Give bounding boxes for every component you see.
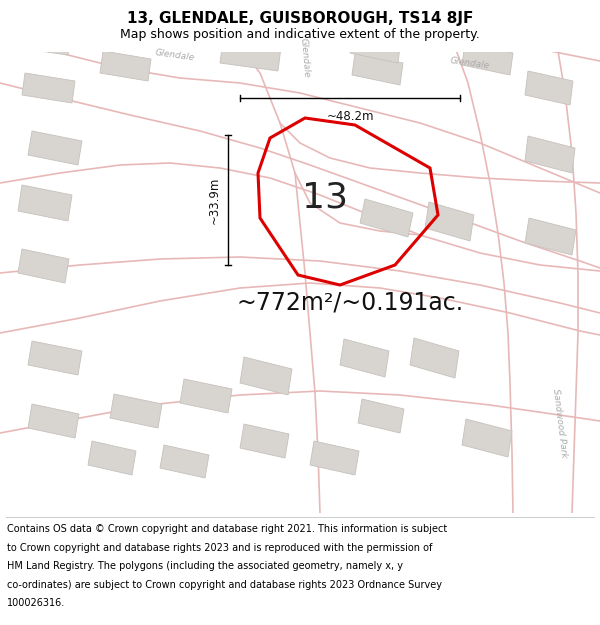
Polygon shape bbox=[28, 341, 82, 375]
Polygon shape bbox=[160, 445, 209, 478]
Text: ~772m²/~0.191ac.: ~772m²/~0.191ac. bbox=[236, 291, 464, 315]
Polygon shape bbox=[350, 29, 401, 63]
Polygon shape bbox=[525, 136, 575, 173]
Polygon shape bbox=[28, 404, 79, 438]
Polygon shape bbox=[28, 131, 82, 165]
Text: 100026316.: 100026316. bbox=[7, 598, 65, 608]
Polygon shape bbox=[18, 185, 72, 221]
Polygon shape bbox=[100, 51, 151, 81]
Text: Sandwood Park: Sandwood Park bbox=[551, 388, 569, 458]
Text: ~33.9m: ~33.9m bbox=[208, 176, 221, 224]
Polygon shape bbox=[18, 28, 71, 55]
Text: 13: 13 bbox=[302, 181, 348, 215]
Polygon shape bbox=[18, 249, 69, 283]
Polygon shape bbox=[240, 357, 292, 395]
Text: co-ordinates) are subject to Crown copyright and database rights 2023 Ordnance S: co-ordinates) are subject to Crown copyr… bbox=[7, 579, 442, 589]
Polygon shape bbox=[462, 43, 513, 75]
Polygon shape bbox=[310, 441, 359, 475]
Polygon shape bbox=[525, 71, 573, 105]
Polygon shape bbox=[410, 338, 459, 378]
Text: Contains OS data © Crown copyright and database right 2021. This information is : Contains OS data © Crown copyright and d… bbox=[7, 524, 448, 534]
Polygon shape bbox=[220, 39, 281, 71]
Polygon shape bbox=[22, 73, 75, 103]
Text: ~48.2m: ~48.2m bbox=[326, 110, 374, 123]
Polygon shape bbox=[352, 53, 403, 85]
Text: Glendale: Glendale bbox=[449, 56, 490, 70]
Polygon shape bbox=[110, 394, 162, 428]
Polygon shape bbox=[340, 339, 389, 377]
Polygon shape bbox=[358, 399, 404, 433]
Polygon shape bbox=[360, 199, 413, 237]
Polygon shape bbox=[462, 419, 512, 457]
Polygon shape bbox=[425, 202, 474, 241]
Polygon shape bbox=[240, 424, 289, 458]
Text: Map shows position and indicative extent of the property.: Map shows position and indicative extent… bbox=[120, 28, 480, 41]
Text: HM Land Registry. The polygons (including the associated geometry, namely x, y: HM Land Registry. The polygons (includin… bbox=[7, 561, 403, 571]
Text: Glendale: Glendale bbox=[155, 48, 196, 63]
Polygon shape bbox=[88, 441, 136, 475]
Text: to Crown copyright and database rights 2023 and is reproduced with the permissio: to Crown copyright and database rights 2… bbox=[7, 542, 433, 552]
Text: Glendale: Glendale bbox=[299, 38, 311, 78]
Polygon shape bbox=[180, 379, 232, 413]
Polygon shape bbox=[525, 218, 576, 255]
Text: 13, GLENDALE, GUISBOROUGH, TS14 8JF: 13, GLENDALE, GUISBOROUGH, TS14 8JF bbox=[127, 11, 473, 26]
